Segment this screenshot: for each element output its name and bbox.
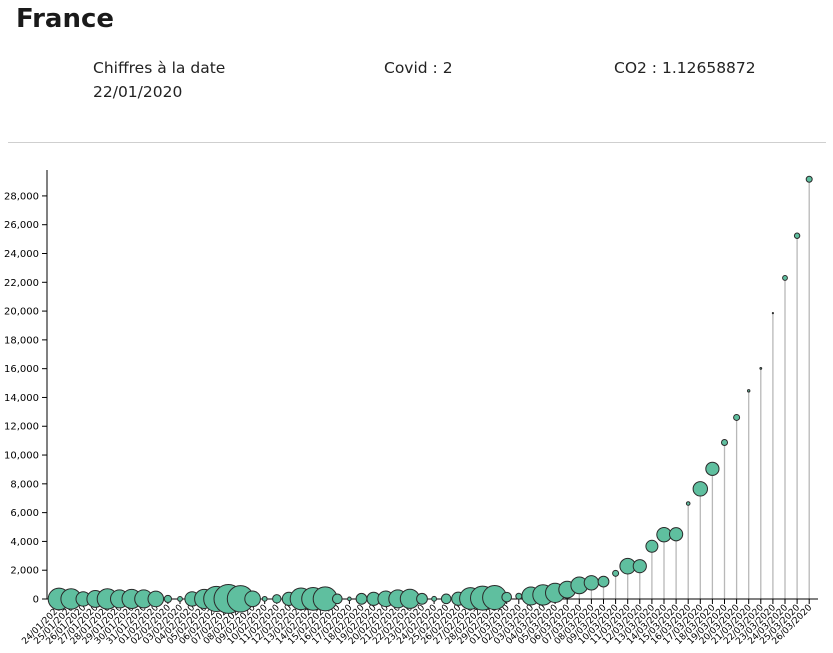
data-bubble	[440, 593, 452, 605]
data-bubble	[747, 389, 751, 393]
data-bubble	[721, 439, 728, 447]
data-bubble	[355, 592, 368, 605]
covid-bubble-chart: 0 2,000 4,000 6,000 8,000 10,000 12,000 14,000 1…	[4, 170, 818, 647]
y-tick-label: 4,000	[10, 537, 39, 548]
data-bubble	[515, 592, 523, 600]
y-tick-label: 14,000	[4, 393, 39, 404]
date-label: Chiffres à la date	[93, 59, 226, 77]
y-tick-label: 8,000	[10, 479, 39, 490]
x-axis: 24/01/202025/01/202026/01/202027/01/2020…	[20, 598, 818, 647]
data-bubble	[782, 275, 788, 281]
y-tick-label: 6,000	[10, 508, 39, 519]
co2-info: CO2 : 1.12658872	[614, 59, 756, 77]
y-tick-label: 16,000	[4, 364, 39, 375]
data-bubble	[177, 596, 183, 602]
y-tick-label: 12,000	[4, 422, 39, 433]
y-tick-label: 2,000	[10, 566, 39, 577]
data-bubble	[733, 413, 741, 421]
data-bubble	[645, 539, 659, 553]
data-bubble	[583, 575, 600, 591]
data-bubble	[669, 527, 684, 542]
y-tick-label: 0	[33, 595, 39, 606]
data-bubble	[805, 175, 813, 183]
y-tick-label: 24,000	[4, 249, 39, 260]
data-bubble	[759, 367, 763, 370]
date-info: Chiffres à la date 22/01/2020	[93, 56, 225, 104]
y-tick-label: 20,000	[4, 307, 39, 318]
covid-info: Covid : 2	[384, 59, 453, 77]
bubbles-layer	[47, 175, 813, 614]
data-bubble	[685, 501, 691, 506]
data-bubble	[612, 569, 620, 577]
data-bubble	[431, 595, 438, 602]
header-divider	[8, 142, 826, 143]
data-bubble	[261, 595, 268, 602]
country-title: France	[16, 4, 115, 34]
date-value: 22/01/2020	[93, 83, 183, 101]
data-bubble	[771, 312, 775, 315]
data-bubble	[793, 232, 801, 239]
data-bubble	[244, 590, 261, 608]
y-tick-label: 18,000	[4, 335, 39, 346]
data-bubble	[347, 596, 352, 602]
data-bubble	[597, 575, 610, 588]
data-bubble	[632, 559, 647, 574]
data-bubble	[416, 592, 428, 605]
data-bubble	[272, 594, 282, 604]
data-bubble	[692, 481, 708, 497]
data-bubble	[332, 593, 343, 605]
y-tick-label: 26,000	[4, 220, 39, 231]
y-tick-label: 22,000	[4, 278, 39, 289]
data-bubble	[501, 591, 513, 603]
stems-layer	[542, 179, 810, 599]
y-axis: 0 2,000 4,000 6,000 8,000 10,000 12,000 14,000 1…	[4, 170, 48, 606]
data-bubble	[147, 590, 165, 608]
data-bubble	[705, 461, 720, 476]
y-tick-label: 10,000	[4, 451, 39, 462]
y-tick-label: 28,000	[4, 191, 39, 202]
data-bubble	[163, 594, 172, 604]
